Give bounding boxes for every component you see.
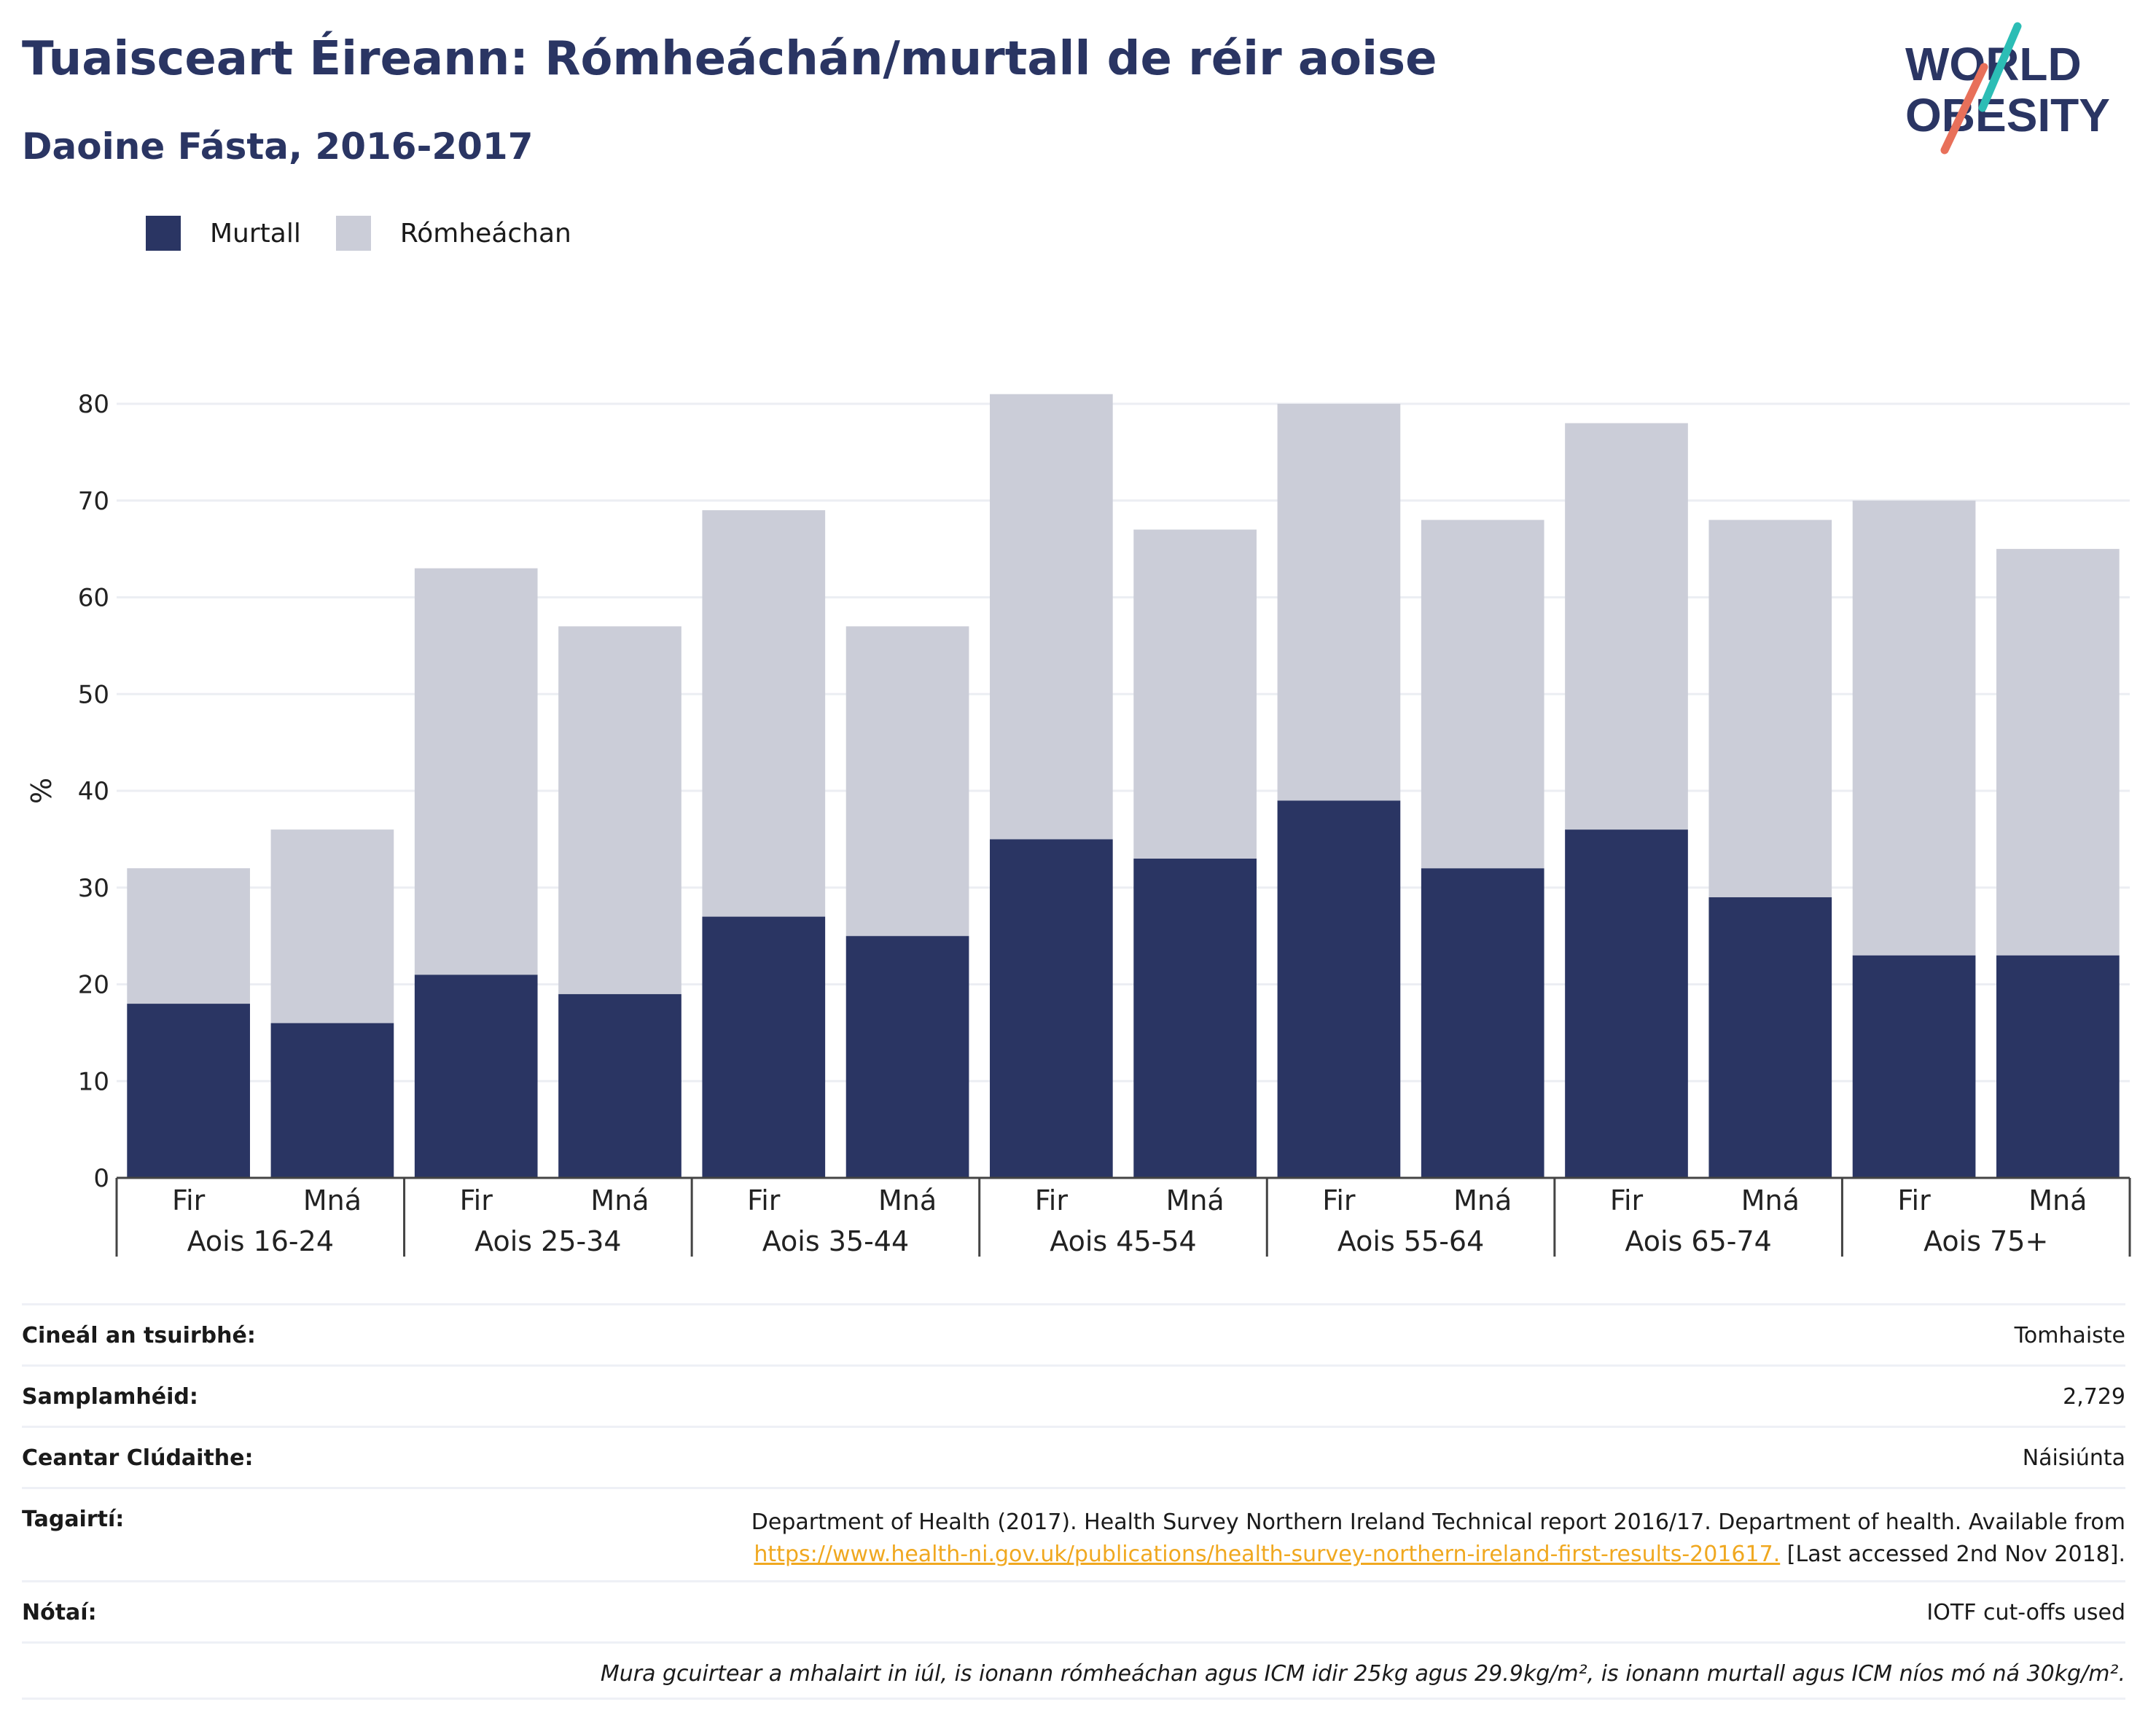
bar-romheachan-2 <box>414 568 538 975</box>
bar-romheachan-8 <box>1277 404 1401 801</box>
stacked-bar-chart: 0 10 20 30 40 50 60 70 80% Fir Mná Fir Mná Fir Mná Fir M… <box>26 390 2131 1257</box>
bar-murtall-10 <box>1565 829 1688 1178</box>
y-tick-label: 30 <box>78 874 109 903</box>
x-group-label: Aois 35-44 <box>762 1225 909 1257</box>
info-value-survey-type: Tomhaiste <box>2014 1323 2125 1348</box>
x-tick-label-sex: Fir <box>1322 1184 1356 1216</box>
footnote-definition: Mura gcuirtear a mhalairt in iúl, is ion… <box>22 1641 2125 1700</box>
y-tick-label: 60 <box>78 584 109 613</box>
bar-romheachan-5 <box>845 626 969 937</box>
bar-romheachan-0 <box>127 868 250 1004</box>
bar-romheachan-4 <box>702 510 826 917</box>
legend-label-romheachan: Rómheáchan <box>399 218 571 249</box>
reference-text: Department of Health (2017). Health Surv… <box>751 1510 2125 1535</box>
bar-romheachan-3 <box>558 626 681 994</box>
legend-swatch-romheachan <box>335 216 371 251</box>
x-tick-label-sex: Fir <box>1610 1184 1644 1216</box>
y-tick-label: 80 <box>78 390 109 419</box>
bar-romheachan-12 <box>1852 500 1976 956</box>
x-tick-label-sex: Mná <box>1453 1184 1512 1216</box>
logo-text-obesity: OBESITY <box>1905 89 2110 141</box>
info-value-references: Department of Health (2017). Health Surv… <box>751 1507 2125 1571</box>
reference-line-2: https://www.health-ni.gov.uk/publication… <box>751 1539 2125 1571</box>
bar-murtall-7 <box>1133 858 1257 1178</box>
info-row-area-covered: Ceantar Clúdaithe: Náisiúnta <box>22 1426 2125 1487</box>
bar-romheachan-10 <box>1565 423 1688 830</box>
bar-murtall-1 <box>270 1023 394 1178</box>
bar-murtall-9 <box>1421 868 1544 1178</box>
info-label-sample-size: Samplamhéid: <box>22 1384 198 1410</box>
y-axis-label: % <box>26 778 58 804</box>
x-tick-label-sex: Fir <box>460 1184 493 1216</box>
logo-slash-red <box>1940 63 1988 155</box>
legend-label-murtall: Murtall <box>210 218 301 249</box>
y-tick-label: 50 <box>78 680 109 709</box>
y-tick-label: 0 <box>93 1164 109 1193</box>
legend-item-romheachan: Rómheáchan <box>335 216 571 251</box>
info-value-notes: IOTF cut-offs used <box>1926 1600 2125 1625</box>
info-value-area-covered: Náisiúnta <box>2022 1445 2125 1471</box>
y-tick-label: 10 <box>78 1067 109 1096</box>
x-group-label: Aois 16-24 <box>187 1225 334 1257</box>
x-group-label: Aois 45-54 <box>1050 1225 1196 1257</box>
bar-romheachan-13 <box>1996 549 2120 956</box>
x-tick-label-sex: Fir <box>747 1184 781 1216</box>
x-group-label: Aois 75+ <box>1923 1225 2048 1257</box>
bar-murtall-0 <box>127 1004 250 1178</box>
x-tick-label-sex: Fir <box>172 1184 206 1216</box>
legend-item-murtall: Murtall <box>146 216 301 251</box>
info-label-references: Tagairtí: <box>22 1507 125 1532</box>
x-tick-label-sex: Fir <box>1897 1184 1931 1216</box>
y-tick-label: 20 <box>78 971 109 1000</box>
info-row-notes: Nótaí: IOTF cut-offs used <box>22 1580 2125 1641</box>
bar-murtall-5 <box>845 936 969 1178</box>
info-row-references: Tagairtí: Department of Health (2017). H… <box>22 1487 2125 1580</box>
reference-link[interactable]: https://www.health-ni.gov.uk/publication… <box>754 1542 1781 1567</box>
bar-romheachan-6 <box>990 394 1113 840</box>
x-group-label: Aois 65-74 <box>1625 1225 1771 1257</box>
info-value-sample-size: 2,729 <box>2063 1384 2125 1410</box>
info-row-sample-size: Samplamhéid: 2,729 <box>22 1364 2125 1426</box>
bar-romheachan-7 <box>1133 529 1257 859</box>
bar-romheachan-1 <box>270 829 394 1023</box>
bar-romheachan-11 <box>1708 520 1832 898</box>
survey-info-table: Cineál an tsuirbhé: Tomhaiste Samplamhéi… <box>22 1303 2125 1700</box>
x-group-label: Aois 55-64 <box>1337 1225 1484 1257</box>
bar-murtall-6 <box>990 839 1113 1178</box>
chart-subtitle: Daoine Fásta, 2016-2017 <box>22 125 534 168</box>
y-tick-label: 40 <box>78 777 109 806</box>
y-tick-label: 70 <box>78 487 109 516</box>
info-label-survey-type: Cineál an tsuirbhé: <box>22 1323 256 1348</box>
x-group-label: Aois 25-34 <box>474 1225 621 1257</box>
x-tick-label-sex: Fir <box>1035 1184 1069 1216</box>
bar-murtall-3 <box>558 993 681 1178</box>
bar-romheachan-9 <box>1421 520 1544 869</box>
info-row-survey-type: Cineál an tsuirbhé: Tomhaiste <box>22 1303 2125 1364</box>
reference-accessed-text: [Last accessed 2nd Nov 2018]. <box>1786 1542 2125 1567</box>
chart-title: Tuaisceart Éireann: Rómheáchán/murtall d… <box>22 32 1437 86</box>
info-label-notes: Nótaí: <box>22 1600 97 1625</box>
bar-murtall-4 <box>702 916 826 1178</box>
x-tick-label-sex: Mná <box>303 1184 362 1216</box>
bar-murtall-8 <box>1277 800 1401 1178</box>
legend-swatch-murtall <box>146 216 181 251</box>
bar-murtall-11 <box>1708 897 1832 1178</box>
logo-slash-teal <box>1978 22 2022 112</box>
x-tick-label-sex: Mná <box>1741 1184 1800 1216</box>
chart-legend: Murtall Rómheáchan <box>146 216 606 251</box>
bar-murtall-12 <box>1852 955 1976 1178</box>
bar-murtall-2 <box>414 975 538 1178</box>
x-tick-label-sex: Mná <box>590 1184 649 1216</box>
x-tick-label-sex: Mná <box>1166 1184 1225 1216</box>
world-obesity-logo: WORLD OBESITY <box>1905 22 2110 155</box>
x-tick-label-sex: Mná <box>878 1184 937 1216</box>
bar-murtall-13 <box>1996 955 2120 1178</box>
x-tick-label-sex: Mná <box>2028 1184 2087 1216</box>
info-label-area-covered: Ceantar Clúdaithe: <box>22 1445 254 1471</box>
